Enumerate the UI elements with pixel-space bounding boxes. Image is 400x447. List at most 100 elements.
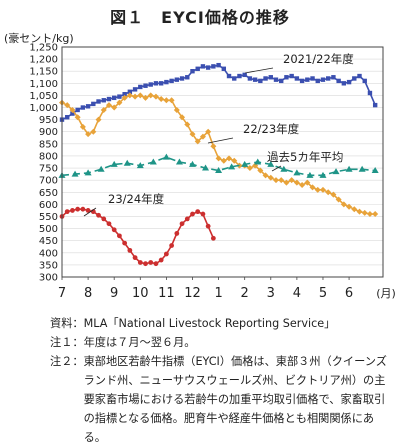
data-point (79, 123, 86, 130)
data-point (304, 179, 311, 186)
data-point (289, 73, 294, 79)
data-point (190, 69, 195, 74)
series-3 (59, 206, 216, 267)
data-point (205, 223, 211, 229)
y-tick-label: 1,000 (29, 103, 58, 114)
data-point (64, 209, 70, 215)
note-1-head: 注１： (50, 336, 84, 349)
data-point (319, 171, 327, 178)
data-point (237, 73, 242, 79)
data-point (179, 221, 185, 227)
notes-block: 資料： MLA「National Livestock Reporting Ser… (50, 314, 396, 447)
data-point (254, 158, 262, 165)
y-tick-label: 1,200 (29, 55, 58, 66)
series-line (61, 64, 376, 121)
data-point (205, 65, 211, 70)
data-point (280, 165, 288, 172)
data-point (257, 167, 264, 174)
data-point (110, 160, 118, 167)
data-point (215, 166, 223, 173)
y-tick-label: 1,100 (29, 79, 58, 90)
data-point (64, 102, 71, 109)
x-tick-label: 12 (184, 286, 201, 301)
data-point (278, 177, 285, 184)
data-point (117, 94, 122, 99)
data-point (105, 102, 112, 109)
data-point (96, 99, 101, 104)
data-point (162, 153, 170, 160)
note-source: 資料： MLA「National Livestock Reporting Ser… (50, 314, 396, 333)
data-point (127, 89, 133, 94)
y-tick-label: 1,150 (29, 67, 58, 78)
data-point (164, 79, 169, 85)
data-point (366, 211, 373, 218)
data-point (371, 166, 379, 173)
data-point (195, 209, 201, 215)
data-point (242, 72, 247, 78)
data-point (126, 92, 133, 99)
data-point (299, 78, 305, 84)
x-tick-label: 1 (214, 286, 222, 301)
data-point (101, 216, 107, 222)
data-point (153, 81, 159, 86)
data-point (200, 211, 206, 217)
data-point (143, 83, 148, 88)
x-tick-label: 2 (241, 286, 249, 301)
data-point (158, 81, 164, 86)
data-point (169, 243, 175, 248)
x-axis-unit: (月) (376, 287, 396, 300)
annotation-leader (271, 165, 282, 172)
data-point (216, 62, 221, 68)
data-point (75, 206, 81, 212)
data-point (361, 209, 368, 216)
data-point (330, 191, 337, 198)
data-point (195, 66, 200, 71)
y-tick-label: 400 (39, 248, 58, 259)
data-point (331, 75, 336, 80)
data-point (341, 81, 347, 86)
data-point (138, 84, 143, 90)
data-point (305, 77, 310, 82)
data-point (158, 257, 164, 263)
data-point (152, 93, 159, 100)
data-point (111, 104, 118, 111)
data-point (293, 179, 300, 186)
data-point (200, 64, 206, 69)
data-point (202, 164, 210, 171)
y-tick-label: 600 (39, 200, 58, 211)
y-tick-label: 900 (39, 127, 58, 138)
y-tick-label: 550 (39, 212, 58, 223)
y-tick-label: 650 (39, 188, 58, 199)
note-1: 注１： 年度は７月～翌６月。 (50, 333, 396, 352)
data-point (319, 186, 326, 193)
y-tick-label: 500 (39, 224, 58, 235)
series-line (61, 208, 215, 265)
data-point (132, 87, 138, 92)
data-point (173, 106, 180, 113)
data-point (232, 76, 237, 81)
x-tick-labels: 7 8 9 10 11 12 1 2 3 4 5 6 (月) (58, 277, 396, 301)
data-point (95, 116, 102, 123)
x-tick-label: 4 (293, 286, 301, 301)
data-point (149, 158, 157, 165)
data-point (188, 160, 196, 167)
data-point (362, 78, 367, 84)
data-point (226, 73, 232, 79)
data-point (184, 121, 191, 128)
x-tick-label: 6 (345, 286, 353, 301)
annotation-leader (83, 207, 97, 217)
data-point (284, 75, 289, 80)
data-point (356, 208, 363, 215)
data-point (96, 212, 101, 218)
data-point (309, 184, 316, 191)
data-point (293, 169, 301, 176)
note-1-text: 年度は７月～翌６月。 (83, 336, 196, 349)
data-point (299, 182, 306, 188)
data-point (74, 114, 81, 121)
data-point (143, 261, 148, 267)
data-point (175, 158, 183, 165)
note-2: 注２： 東部地区若齢牛指標（EYCI）価格は、東部３州（クイーンズランド州、ニュ… (50, 352, 396, 447)
data-point (358, 165, 366, 172)
data-point (211, 64, 216, 69)
